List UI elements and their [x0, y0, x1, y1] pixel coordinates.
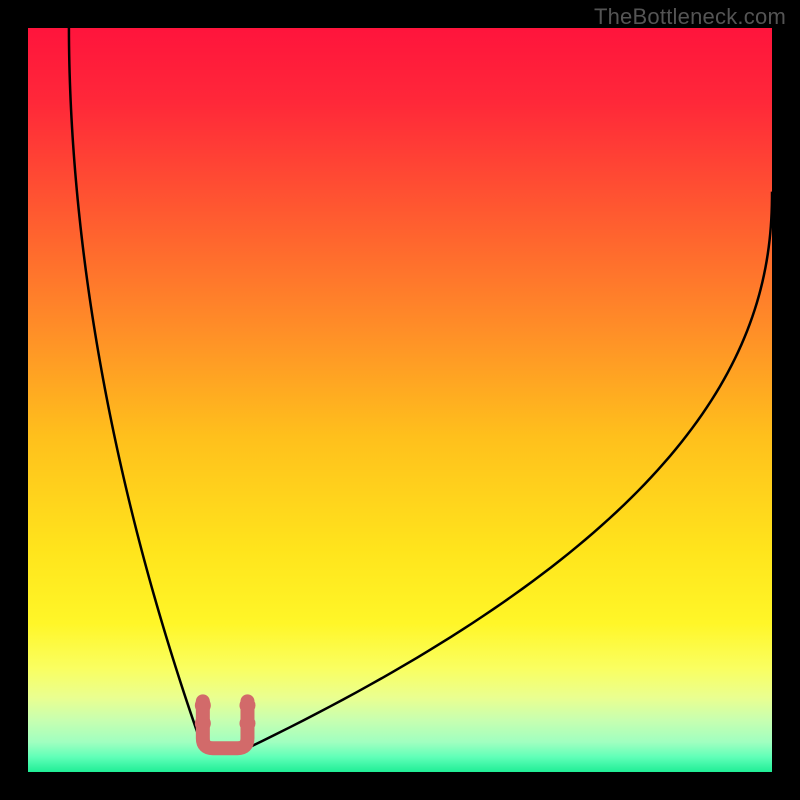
valley-dot [239, 715, 255, 731]
watermark-text: TheBottleneck.com [594, 4, 786, 30]
bottleneck-curve-chart [28, 28, 772, 772]
valley-dot [195, 697, 211, 713]
valley-dot [239, 697, 255, 713]
gradient-background [28, 28, 772, 772]
chart-plot-area [28, 28, 772, 772]
valley-dot [195, 715, 211, 731]
